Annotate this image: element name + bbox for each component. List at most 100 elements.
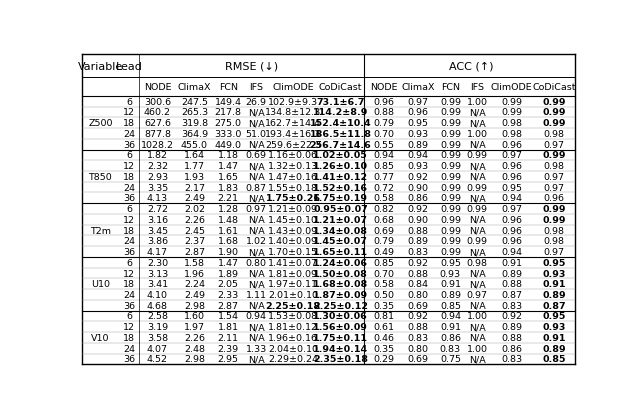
Text: 2.25±0.18: 2.25±0.18 — [266, 301, 321, 310]
Text: 0.69: 0.69 — [408, 354, 429, 363]
Text: 162.7±14.4: 162.7±14.4 — [265, 119, 321, 128]
Text: 3.41: 3.41 — [147, 280, 168, 289]
Text: 0.69: 0.69 — [373, 226, 394, 235]
Text: 0.93: 0.93 — [440, 269, 461, 278]
Text: 0.99: 0.99 — [440, 173, 461, 181]
Text: 18: 18 — [123, 333, 135, 342]
Text: 2.24: 2.24 — [184, 280, 205, 289]
Text: 1.81±0.12: 1.81±0.12 — [268, 323, 318, 331]
Text: N/A: N/A — [248, 108, 264, 117]
Text: 2.01±0.10: 2.01±0.10 — [268, 290, 318, 299]
Text: 1.97±0.11: 1.97±0.11 — [268, 280, 318, 289]
Text: 1.00: 1.00 — [467, 344, 488, 353]
Text: ClimODE: ClimODE — [272, 83, 314, 92]
Text: 1.87±0.09: 1.87±0.09 — [313, 290, 368, 299]
Text: N/A: N/A — [469, 173, 486, 181]
Text: N/A: N/A — [469, 215, 486, 224]
Text: 2.48: 2.48 — [184, 344, 205, 353]
Text: 0.89: 0.89 — [440, 290, 461, 299]
Text: 3.13: 3.13 — [147, 269, 168, 278]
Text: N/A: N/A — [469, 354, 486, 363]
Text: 2.32: 2.32 — [147, 162, 168, 171]
Text: 36: 36 — [123, 247, 135, 256]
Text: 1.43±0.09: 1.43±0.09 — [268, 226, 318, 235]
Text: 1.65: 1.65 — [218, 173, 239, 181]
Text: 0.96: 0.96 — [543, 194, 564, 203]
Text: 0.83: 0.83 — [440, 344, 461, 353]
Text: 0.89: 0.89 — [542, 344, 566, 353]
Text: 0.95: 0.95 — [408, 119, 429, 128]
Text: 0.91: 0.91 — [501, 258, 522, 267]
Text: 1.58: 1.58 — [184, 258, 205, 267]
Text: 1.02: 1.02 — [246, 237, 267, 246]
Text: 36: 36 — [123, 140, 135, 150]
Text: 24: 24 — [123, 290, 135, 299]
Text: 2.30: 2.30 — [147, 258, 168, 267]
Text: 0.86: 0.86 — [408, 194, 429, 203]
Text: 0.46: 0.46 — [373, 333, 394, 342]
Text: 1.96: 1.96 — [184, 269, 205, 278]
Text: N/A: N/A — [248, 354, 264, 363]
Text: 1.50±0.08: 1.50±0.08 — [313, 269, 368, 278]
Text: 0.86: 0.86 — [440, 333, 461, 342]
Text: 1.21±0.09: 1.21±0.09 — [268, 204, 318, 214]
Text: 2.87: 2.87 — [218, 301, 239, 310]
Text: 0.98: 0.98 — [543, 226, 564, 235]
Text: 0.96: 0.96 — [501, 162, 522, 171]
Text: 0.99: 0.99 — [440, 130, 461, 139]
Text: 0.92: 0.92 — [408, 258, 429, 267]
Text: 0.99: 0.99 — [467, 237, 488, 246]
Text: 0.92: 0.92 — [501, 312, 522, 320]
Text: 2.49: 2.49 — [184, 290, 205, 299]
Text: 0.93: 0.93 — [542, 269, 566, 278]
Text: 0.95: 0.95 — [542, 258, 566, 267]
Text: Z500: Z500 — [88, 119, 113, 128]
Text: 1.75±0.11: 1.75±0.11 — [313, 333, 368, 342]
Text: N/A: N/A — [469, 301, 486, 310]
Text: 1.90: 1.90 — [218, 247, 239, 256]
Text: 0.99: 0.99 — [440, 237, 461, 246]
Text: 0.72: 0.72 — [373, 183, 394, 192]
Text: 2.95: 2.95 — [218, 354, 239, 363]
Text: 0.93: 0.93 — [408, 162, 429, 171]
Text: 12: 12 — [123, 215, 135, 224]
Text: ClimODE: ClimODE — [491, 83, 532, 92]
Text: 0.97: 0.97 — [543, 140, 564, 150]
Text: N/A: N/A — [469, 323, 486, 331]
Text: 0.99: 0.99 — [440, 108, 461, 117]
Text: 0.87: 0.87 — [542, 301, 566, 310]
Text: 0.88: 0.88 — [408, 269, 429, 278]
Text: 0.97: 0.97 — [501, 204, 522, 214]
Text: 2.05: 2.05 — [218, 280, 239, 289]
Text: 0.90: 0.90 — [408, 183, 429, 192]
Text: 0.98: 0.98 — [501, 119, 522, 128]
Text: 0.69: 0.69 — [408, 301, 429, 310]
Text: N/A: N/A — [248, 226, 264, 235]
Text: 3.35: 3.35 — [147, 183, 168, 192]
Text: T850: T850 — [88, 173, 112, 181]
Text: N/A: N/A — [469, 108, 486, 117]
Text: 0.97: 0.97 — [501, 151, 522, 160]
Text: N/A: N/A — [248, 140, 264, 150]
Text: 2.26: 2.26 — [184, 333, 205, 342]
Text: 1.54: 1.54 — [218, 312, 239, 320]
Text: FCN: FCN — [441, 83, 460, 92]
Text: 0.85: 0.85 — [542, 354, 566, 363]
Text: 2.04±0.10: 2.04±0.10 — [268, 344, 318, 353]
Text: N/A: N/A — [248, 194, 264, 203]
Text: N/A: N/A — [248, 162, 264, 171]
Text: 0.69: 0.69 — [246, 151, 267, 160]
Text: 18: 18 — [123, 280, 135, 289]
Text: 0.99: 0.99 — [440, 215, 461, 224]
Text: 4.13: 4.13 — [147, 194, 168, 203]
Text: 0.88: 0.88 — [501, 280, 522, 289]
Text: 0.99: 0.99 — [467, 204, 488, 214]
Text: 0.99: 0.99 — [542, 215, 566, 224]
Text: 0.99: 0.99 — [440, 151, 461, 160]
Text: 1.41±0.07: 1.41±0.07 — [268, 258, 318, 267]
Text: 3.58: 3.58 — [147, 333, 168, 342]
Text: 1.24±0.06: 1.24±0.06 — [313, 258, 368, 267]
Text: 0.97: 0.97 — [246, 204, 267, 214]
Text: 0.61: 0.61 — [373, 323, 394, 331]
Text: 1.70±0.15: 1.70±0.15 — [268, 247, 318, 256]
